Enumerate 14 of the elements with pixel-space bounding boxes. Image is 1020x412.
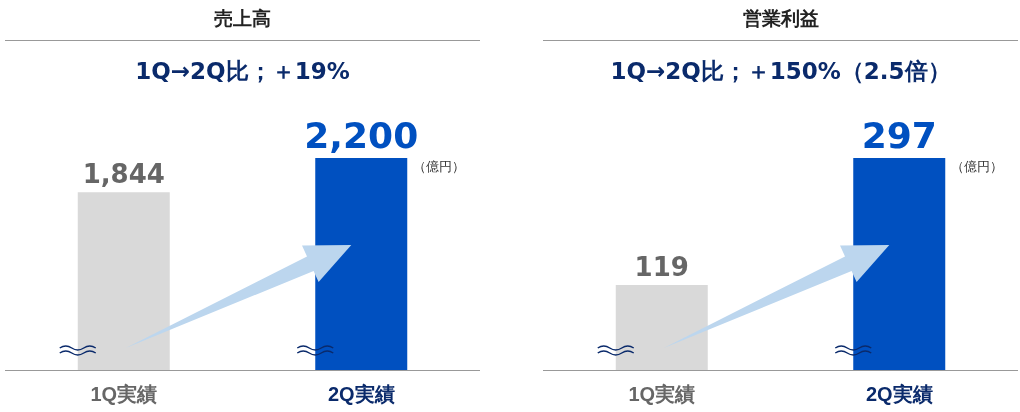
- annotation: （億円）: [951, 158, 1004, 176]
- chart-title: 営業利益: [741, 6, 820, 31]
- chart-subtitle: 1Q→2Q比；＋19%: [134, 57, 351, 86]
- chart-title: 売上高: [213, 6, 272, 31]
- data-label: 2,200: [304, 114, 419, 156]
- x-tick-label: 1Q実績: [628, 383, 696, 405]
- annotation: （億円）: [413, 158, 466, 176]
- data-label: 119: [634, 252, 689, 283]
- data-label: 297: [861, 114, 937, 156]
- chart-subtitle: 1Q→2Q比；＋150%（2.5倍）: [609, 57, 952, 86]
- data-label: 1,844: [82, 159, 165, 190]
- x-tick-label: 2Q実績: [327, 383, 395, 405]
- x-tick-label: 2Q実績: [865, 383, 933, 405]
- x-tick-label: 1Q実績: [90, 383, 158, 405]
